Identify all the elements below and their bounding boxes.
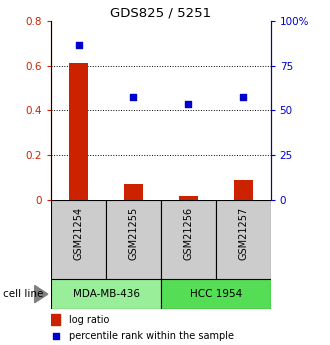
Title: GDS825 / 5251: GDS825 / 5251 bbox=[110, 7, 212, 20]
Text: GSM21255: GSM21255 bbox=[128, 206, 139, 260]
Point bbox=[186, 101, 191, 106]
Text: GSM21257: GSM21257 bbox=[238, 206, 248, 260]
Text: cell line: cell line bbox=[3, 289, 44, 299]
Text: percentile rank within the sample: percentile rank within the sample bbox=[69, 332, 234, 342]
Text: GSM21254: GSM21254 bbox=[74, 206, 83, 259]
Bar bbox=[51, 200, 106, 279]
Polygon shape bbox=[35, 286, 48, 303]
Point bbox=[131, 94, 136, 100]
Bar bbox=[51, 314, 60, 325]
Bar bbox=[69, 63, 88, 200]
Text: log ratio: log ratio bbox=[69, 315, 110, 325]
Bar bbox=[106, 200, 161, 279]
Bar bbox=[234, 180, 253, 200]
Bar bbox=[216, 200, 271, 279]
Point bbox=[76, 43, 81, 48]
Text: HCC 1954: HCC 1954 bbox=[190, 289, 242, 299]
Text: MDA-MB-436: MDA-MB-436 bbox=[73, 289, 140, 299]
Bar bbox=[161, 279, 271, 309]
Point bbox=[53, 334, 58, 339]
Point bbox=[241, 94, 246, 100]
Bar bbox=[161, 200, 216, 279]
Bar bbox=[51, 279, 161, 309]
Text: GSM21256: GSM21256 bbox=[183, 206, 193, 259]
Bar bbox=[124, 184, 143, 200]
Bar bbox=[179, 196, 198, 200]
